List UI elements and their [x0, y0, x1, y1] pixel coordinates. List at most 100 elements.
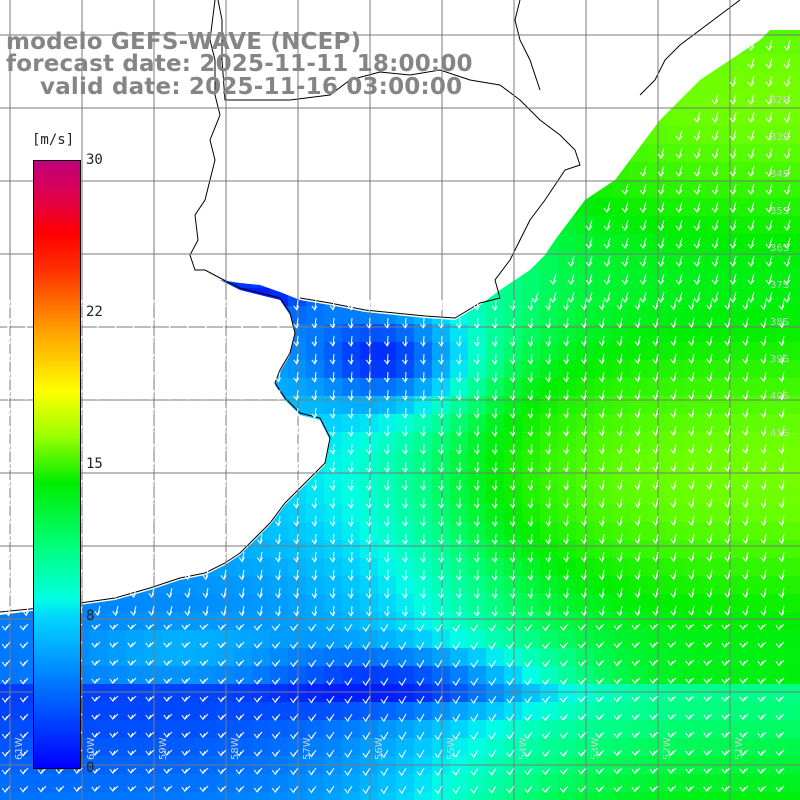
wind-arrow	[347, 299, 354, 311]
wind-arrow	[22, 533, 29, 545]
wind-speed-cell	[504, 396, 523, 415]
wind-speed-cell	[288, 612, 307, 631]
wind-speed-cell	[738, 108, 757, 127]
longitude-label: 58W	[230, 737, 241, 760]
wind-speed-cell	[756, 558, 775, 577]
wind-speed-cell	[792, 792, 800, 800]
wind-arrow	[202, 461, 209, 473]
wind-arrow	[724, 515, 731, 527]
wind-arrow	[347, 389, 354, 401]
wind-speed-cell	[396, 396, 415, 415]
wind-speed-cell	[234, 630, 253, 649]
wind-arrow	[256, 407, 263, 419]
wind-arrow	[739, 785, 749, 793]
wind-arrow	[595, 749, 605, 757]
wind-arrow	[778, 389, 785, 401]
wind-speed-cell	[774, 162, 793, 181]
wind-arrow	[401, 479, 408, 491]
wind-speed-cell	[720, 576, 739, 595]
wind-arrow	[329, 389, 336, 401]
wind-arrow	[256, 335, 263, 347]
wind-speed-cell	[792, 54, 800, 73]
wind-speed-cell	[288, 594, 307, 613]
wind-arrow	[202, 425, 209, 437]
wind-speed-cell	[90, 738, 109, 757]
wind-arrow	[420, 335, 426, 347]
wind-speed-cell	[756, 306, 775, 325]
wind-arrow	[275, 407, 281, 419]
wind-speed-cell	[252, 774, 271, 793]
wind-arrow	[253, 731, 263, 739]
wind-arrow	[742, 479, 749, 491]
wind-arrow	[693, 111, 701, 123]
wind-speed-cell	[144, 792, 163, 800]
wind-speed-cell	[342, 666, 361, 685]
wind-speed-cell	[774, 108, 793, 127]
wind-speed-cell	[108, 702, 127, 721]
wind-arrow	[199, 731, 209, 739]
wind-speed-cell	[216, 576, 235, 595]
colorbar-tick-8: 8	[86, 608, 95, 624]
wind-arrow	[383, 425, 390, 437]
wind-speed-cell	[180, 576, 199, 595]
wind-arrow	[541, 659, 551, 668]
wind-speed-cell	[558, 774, 577, 793]
wind-arrow	[311, 335, 318, 347]
wind-speed-cell	[720, 306, 739, 325]
wind-speed-cell	[792, 252, 800, 271]
wind-speed-cell	[666, 126, 685, 145]
wind-arrow	[724, 443, 731, 455]
wind-arrow	[148, 515, 155, 527]
wind-speed-cell	[648, 288, 667, 307]
wind-speed-cell	[558, 288, 577, 307]
wind-arrow	[293, 533, 300, 545]
wind-arrow	[202, 497, 209, 509]
wind-arrow	[199, 713, 209, 721]
wind-speed-cell	[468, 702, 487, 721]
wind-arrow	[595, 623, 605, 631]
wind-speed-cell	[756, 432, 775, 451]
wind-arrow	[524, 749, 533, 758]
wind-arrow	[577, 731, 587, 739]
wind-speed-cell	[234, 576, 253, 595]
wind-speed-cell	[324, 306, 343, 325]
wind-arrow	[109, 713, 119, 720]
wind-speed-cell	[504, 630, 523, 649]
wind-arrow	[365, 389, 372, 401]
wind-arrow	[563, 299, 569, 311]
wind-arrow	[580, 605, 587, 617]
wind-arrow	[365, 353, 372, 365]
wind-arrow	[238, 479, 245, 491]
wind-arrow	[729, 237, 737, 249]
wind-arrow	[293, 479, 300, 491]
wind-arrow	[545, 443, 552, 455]
wind-speed-cell	[396, 522, 415, 541]
wind-speed-cell	[72, 774, 91, 793]
wind-arrow	[509, 497, 516, 509]
wind-arrow	[329, 569, 336, 581]
wind-arrow	[688, 479, 695, 491]
wind-speed-cell	[594, 648, 613, 667]
wind-arrow	[166, 299, 173, 311]
wind-speed-cell	[432, 792, 451, 800]
wind-arrow	[675, 219, 683, 231]
wind-arrow	[729, 219, 737, 231]
wind-speed-cell	[360, 792, 379, 800]
wind-speed-cell	[720, 288, 739, 307]
wind-speed-cell	[450, 486, 469, 505]
wind-arrow	[326, 623, 335, 632]
wind-arrow	[109, 659, 119, 666]
wind-arrow	[220, 425, 227, 437]
wind-speed-cell	[450, 522, 469, 541]
wind-speed-cell	[594, 450, 613, 469]
wind-arrow	[545, 569, 552, 581]
wind-speed-cell	[396, 720, 415, 739]
wind-speed-cell	[468, 774, 487, 793]
wind-speed-cell	[432, 522, 451, 541]
wind-speed-cell	[666, 648, 685, 667]
wind-arrow	[724, 587, 731, 599]
wind-speed-cell	[18, 774, 37, 793]
wind-arrow	[253, 677, 263, 685]
wind-speed-cell	[648, 378, 667, 397]
wind-arrow	[19, 731, 29, 739]
